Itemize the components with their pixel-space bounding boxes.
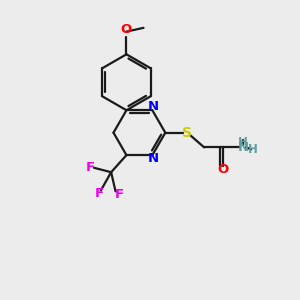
Text: H: H bbox=[238, 136, 248, 148]
Text: S: S bbox=[182, 126, 191, 140]
Text: O: O bbox=[218, 163, 229, 176]
Text: H: H bbox=[248, 143, 258, 156]
Text: O: O bbox=[121, 23, 132, 36]
Text: N: N bbox=[148, 152, 159, 165]
Text: F: F bbox=[95, 188, 104, 200]
Text: F: F bbox=[86, 161, 95, 174]
Text: N: N bbox=[148, 100, 159, 113]
Text: N: N bbox=[238, 141, 249, 154]
Text: F: F bbox=[115, 188, 124, 201]
